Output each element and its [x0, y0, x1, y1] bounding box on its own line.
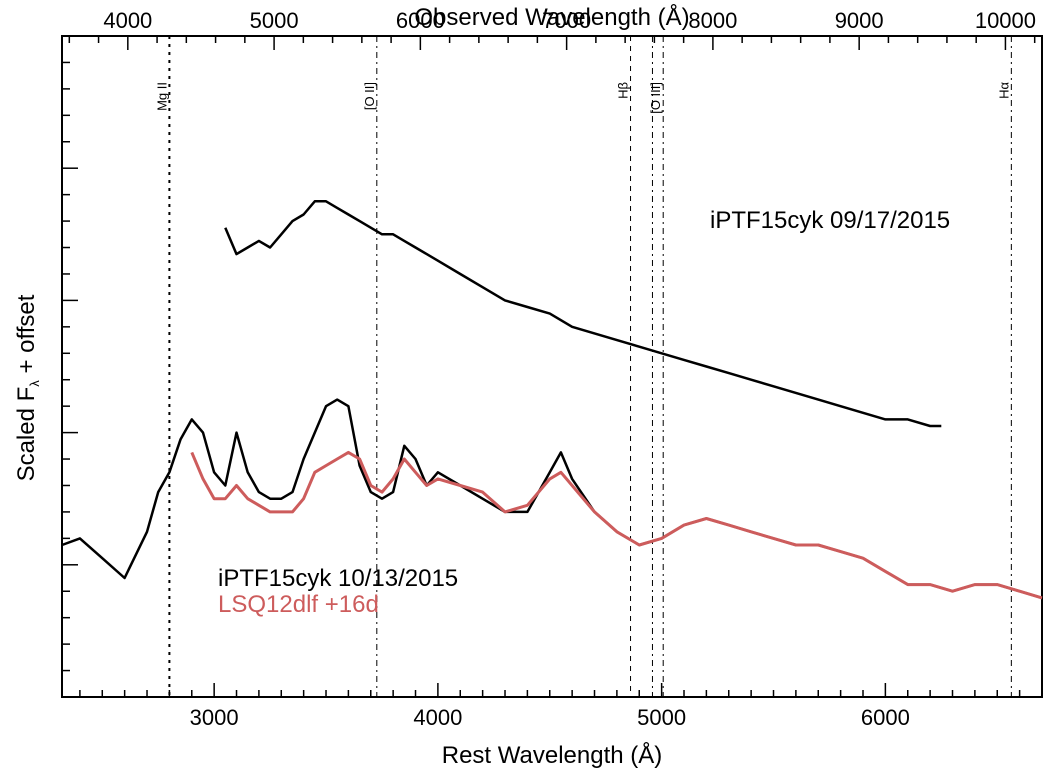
emission-line-label: Mg II [154, 82, 169, 111]
y-axis-title-main: Scaled F [13, 387, 40, 482]
x-tick-label: 4000 [413, 705, 462, 730]
x2-axis-title: Observed Wavelength (Å) [414, 3, 689, 31]
emission-line-label: Hα [996, 82, 1011, 99]
y-axis [62, 35, 78, 698]
x-tick-label: 6000 [861, 705, 910, 730]
series-line-2 [190, 450, 1043, 600]
x-axis-observed: 4000 5000 6000 7000 8000 9000 10000 [68, 8, 1036, 50]
x2-tick-label: 8000 [688, 8, 737, 33]
x2-tick-label: 9000 [835, 8, 884, 33]
x2-tick-label: 7000 [542, 8, 591, 33]
annotation-sep: iPTF15cyk 09/17/2015 [710, 207, 950, 234]
x2-tick-label: 10000 [975, 8, 1036, 33]
y-axis-title-sub: λ [27, 380, 42, 387]
x-axis-rest: 3000 4000 5000 6000 [79, 683, 1043, 730]
emission-line-label: [O III] [648, 82, 663, 114]
x-tick-label: 5000 [637, 705, 686, 730]
series-layer [61, 200, 1043, 600]
x2-tick-label: 5000 [250, 8, 299, 33]
y-axis-title: Scaled Fλ + offset [13, 294, 42, 481]
plot-frame [61, 35, 1043, 698]
x-tick-label: 3000 [190, 705, 239, 730]
x-axis-title: Rest Wavelength (Å) [442, 741, 663, 769]
annotation-oct: iPTF15cyk 10/13/2015 [218, 565, 458, 592]
emission-line-label: Hβ [616, 82, 631, 99]
annotation-lsq: LSQ12dlf +16d [218, 591, 379, 618]
y-axis-title-rest: + offset [13, 294, 40, 380]
emission-lines: Mg II [O II] Hβ [O III] Hα [154, 36, 1012, 697]
x2-tick-label: 4000 [103, 8, 152, 33]
series-line-0 [224, 200, 942, 428]
series-line-1 [61, 398, 1043, 600]
emission-line-label: [O II] [362, 82, 377, 110]
x2-tick-label: 6000 [396, 8, 445, 33]
